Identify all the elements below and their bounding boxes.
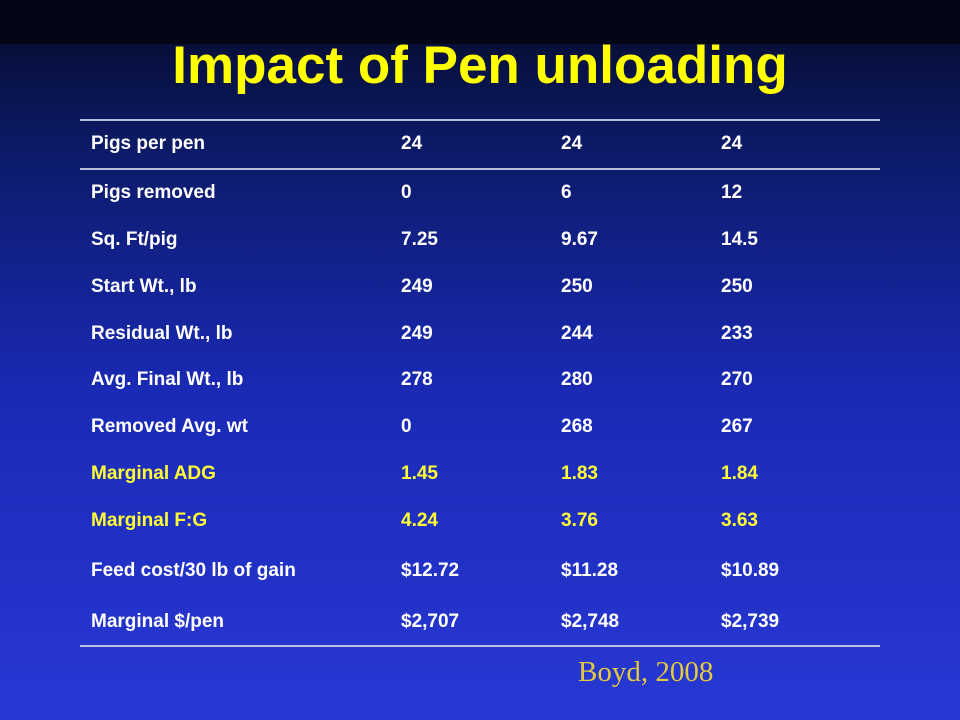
table-cell: 0 [401, 416, 412, 438]
table-row: Feed cost/30 lb of gain $12.72 $11.28 $1… [80, 544, 880, 598]
table-cell: 244 [561, 322, 593, 344]
row-label: Marginal $/pen [80, 598, 390, 647]
table-cell: 268 [561, 416, 593, 438]
top-bar [0, 0, 960, 44]
table-cell: 278 [401, 369, 433, 391]
table-cell: 1.83 [561, 462, 598, 484]
table-cell: 24 [710, 119, 880, 170]
table-row: Marginal $/pen $2,707 $2,748 $2,739 [80, 598, 880, 647]
data-table: Pigs per pen 24 24 24 Pigs removed 0 6 1… [80, 119, 880, 647]
table-cell: 280 [561, 369, 593, 391]
row-label: Residual Wt., lb [91, 322, 233, 344]
table-row-highlight: Marginal ADG 1.45 1.83 1.84 [80, 451, 880, 498]
table-cell: 14.5 [721, 228, 758, 250]
table-cell: 250 [561, 275, 593, 297]
table-row: Removed Avg. wt 0 268 267 [80, 404, 880, 451]
table-cell: 9.67 [561, 228, 598, 250]
table-cell: 1.84 [721, 462, 758, 484]
table-cell: 233 [721, 322, 753, 344]
row-label: Marginal ADG [91, 462, 216, 484]
table-row: Pigs removed 0 6 12 [80, 169, 880, 217]
row-label: Feed cost/30 lb of gain [91, 560, 296, 582]
table-cell: 1.45 [401, 462, 438, 484]
table-cell: $10.89 [721, 560, 780, 582]
table-row: Sq. Ft/pig 7.25 9.67 14.5 [80, 217, 880, 264]
table-row: Start Wt., lb 249 250 250 [80, 263, 880, 310]
table-cell: 270 [721, 369, 753, 391]
table-row: Residual Wt., lb 249 244 233 [80, 310, 880, 357]
row-label: Sq. Ft/pig [91, 228, 178, 250]
table-row-highlight: Marginal F:G 4.24 3.76 3.63 [80, 497, 880, 544]
row-label: Pigs per pen [80, 119, 390, 170]
table-row: Avg. Final Wt., lb 278 280 270 [80, 357, 880, 404]
slide-title: Impact of Pen unloading [172, 36, 788, 95]
table-cell: 7.25 [401, 228, 438, 250]
row-label: Removed Avg. wt [91, 416, 248, 438]
table-cell: 6 [561, 182, 572, 204]
row-label: Start Wt., lb [91, 275, 197, 297]
table-cell: 24 [550, 119, 710, 170]
row-label: Avg. Final Wt., lb [91, 369, 244, 391]
table-cell: 250 [721, 275, 753, 297]
table-cell: 3.76 [561, 509, 598, 531]
table-cell: 249 [401, 275, 433, 297]
table-cell: 249 [401, 322, 433, 344]
table-cell: $2,748 [550, 598, 710, 647]
row-label: Marginal F:G [91, 509, 208, 531]
row-label: Pigs removed [91, 182, 216, 204]
table-cell: $2,707 [390, 598, 550, 647]
table-cell: 3.63 [721, 509, 758, 531]
table-cell: $12.72 [401, 560, 460, 582]
table-cell: 4.24 [401, 509, 438, 531]
source-citation: Boyd, 2008 [578, 656, 714, 688]
table-row: Pigs per pen 24 24 24 [80, 119, 880, 170]
table-cell: $11.28 [561, 560, 619, 582]
table-cell: 24 [390, 119, 550, 170]
table-cell: 12 [721, 182, 743, 204]
table-cell: 267 [721, 416, 753, 438]
table-cell: 0 [401, 182, 412, 204]
table-cell: $2,739 [710, 598, 880, 647]
